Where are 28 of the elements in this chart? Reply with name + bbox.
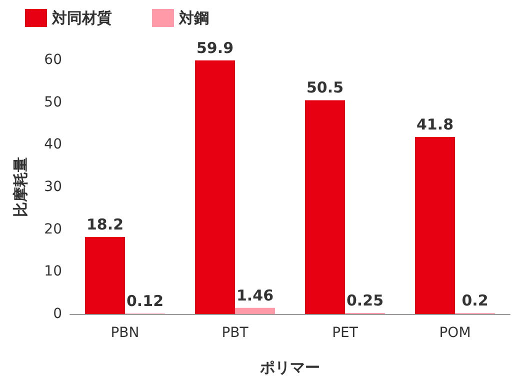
y-tick-label: 50: [44, 94, 62, 110]
data-label: 50.5: [306, 78, 344, 97]
y-tick-label: 10: [44, 264, 62, 280]
y-tick-label: 40: [44, 136, 62, 153]
y-tick-label: 20: [44, 221, 62, 238]
data-label: 18.2: [86, 215, 124, 234]
y-tick-label: 60: [44, 52, 62, 68]
data-label: 41.8: [416, 116, 454, 134]
y-axis-title: 比摩耗量: [12, 157, 30, 217]
legend-label: 対同材質: [51, 9, 112, 27]
bar: [235, 308, 275, 314]
x-axis-title: ポリマー: [259, 358, 320, 376]
y-tick-label: 0: [53, 306, 62, 322]
legend-label: 対鋼: [178, 9, 209, 27]
bar: [415, 137, 455, 314]
x-tick-label: POM: [439, 325, 471, 341]
data-label: 0.25: [346, 291, 384, 310]
bar: [85, 236, 125, 314]
data-label: 59.9: [196, 38, 234, 57]
x-tick-label: PET: [332, 325, 358, 341]
x-tick-label: PBN: [110, 325, 140, 341]
x-tick-label: PBT: [222, 325, 249, 341]
data-label: 1.46: [236, 286, 274, 304]
data-label: 0.12: [126, 292, 164, 310]
data-label: 0.2: [462, 292, 488, 310]
bar: [195, 60, 235, 314]
bar: [305, 100, 345, 314]
y-tick-label: 30: [44, 179, 62, 195]
